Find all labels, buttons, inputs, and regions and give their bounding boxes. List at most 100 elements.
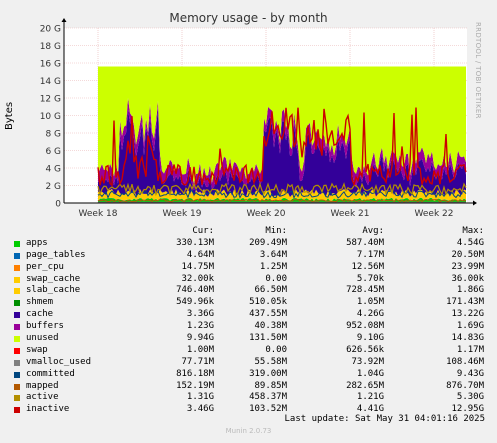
- legend-cur: 746.40M: [176, 285, 214, 296]
- header-max: Max:: [462, 226, 484, 236]
- legend-min: 437.55M: [249, 309, 287, 320]
- line-active: [97, 182, 467, 197]
- area-cache: [98, 107, 466, 198]
- legend-max: 1.86G: [456, 285, 484, 296]
- legend-row-shmem: shmem 549.96k 510.05k 1.05M 171.43M: [12, 297, 492, 309]
- x-tick-label: Week 18: [79, 209, 118, 219]
- y-tick-label: 12 G: [40, 95, 61, 105]
- legend-min: 458.37M: [249, 392, 287, 403]
- legend-cur: 77.71M: [181, 356, 214, 367]
- y-tick-label: 8 G: [45, 130, 61, 140]
- legend-min: 319.00M: [249, 368, 287, 379]
- legend-swatch: [14, 276, 20, 283]
- legend-name: per_cpu: [26, 261, 64, 272]
- legend-avg: 626.56k: [346, 344, 384, 355]
- legend-max: 36.00k: [451, 273, 484, 284]
- legend-min: 89.85M: [254, 380, 287, 391]
- x-axis-arrow: [473, 200, 477, 206]
- legend-max: 4.54G: [456, 237, 484, 248]
- legend-cur: 1.00M: [186, 344, 214, 355]
- legend-min: 131.50M: [249, 333, 287, 344]
- legend-name: swap_cache: [26, 273, 81, 284]
- legend-avg: 1.04G: [356, 368, 384, 379]
- legend-cur: 4.64M: [186, 249, 214, 260]
- legend-swatch: [14, 395, 20, 402]
- y-tick-labels: 0 2 G 4 G 6 G 8 G 10 G 12 G 14 G 16 G 18 G 20 G: [40, 25, 62, 210]
- legend-max: 876.70M: [446, 380, 484, 391]
- legend-cur: 32.00k: [181, 273, 214, 284]
- legend-row-per-cpu: per_cpu 14.75M 1.25M 12.56M 23.99M: [12, 262, 492, 274]
- legend-max: 171.43M: [446, 297, 484, 308]
- legend-row-slab-cache: slab_cache 746.40M 66.50M 728.45M 1.86G: [12, 285, 492, 297]
- legend-min: 40.38M: [254, 321, 287, 332]
- legend-min: 0.00: [265, 273, 287, 284]
- legend-avg: 4.26G: [356, 309, 384, 320]
- legend-row-active: active 1.31G 458.37M 1.21G 5.30G: [12, 392, 492, 404]
- legend-swatch: [14, 407, 20, 414]
- legend-avg: 282.65M: [346, 380, 384, 391]
- legend-row-cache: cache 3.36G 437.55M 4.26G 13.22G: [12, 309, 492, 321]
- legend-max: 12.95G: [451, 404, 484, 415]
- line-mapped: [97, 198, 467, 203]
- y-tick-label: 0: [55, 200, 61, 210]
- legend-name: inactive: [26, 404, 70, 415]
- legend-swatch: [14, 252, 20, 259]
- legend-cur: 3.46G: [186, 404, 214, 415]
- line-inactive: [97, 107, 467, 188]
- legend-avg: 587.40M: [346, 237, 384, 248]
- legend-cur: 816.18M: [176, 368, 214, 379]
- area-unused: [98, 66, 466, 184]
- x-tick-labels: Week 18 Week 19 Week 20 Week 21 Week 22: [79, 209, 454, 219]
- legend-max: 14.83G: [451, 333, 484, 344]
- legend-avg: 1.05M: [356, 297, 384, 308]
- legend-swatch: [14, 336, 20, 343]
- legend-max: 1.17M: [456, 344, 484, 355]
- legend-avg: 73.92M: [351, 356, 384, 367]
- y-tick-label: 10 G: [40, 112, 61, 122]
- legend-row-swap: swap 1.00M 0.00 626.56k 1.17M: [12, 345, 492, 357]
- legend-min: 0.00: [265, 344, 287, 355]
- legend-avg: 4.41G: [356, 404, 384, 415]
- legend-swatch: [14, 371, 20, 378]
- legend-name: swap: [26, 344, 48, 355]
- legend-name: unused: [26, 333, 59, 344]
- legend-name: shmem: [26, 297, 54, 308]
- legend-cur: 14.75M: [181, 261, 214, 272]
- x-tick-label: Week 22: [415, 209, 454, 219]
- y-tick-label: 20 G: [40, 25, 61, 35]
- legend-min: 510.05k: [249, 297, 287, 308]
- legend-swatch: [14, 324, 20, 331]
- legend-avg: 728.45M: [346, 285, 384, 296]
- header-cur: Cur:: [192, 226, 214, 236]
- stacked-areas: [97, 66, 467, 203]
- legend-row-inactive: inactive 3.46G 103.52M 4.41G 12.95G: [12, 404, 492, 416]
- legend-name: buffers: [26, 321, 64, 332]
- legend-min: 103.52M: [249, 404, 287, 415]
- legend-avg: 952.08M: [346, 321, 384, 332]
- legend-name: slab_cache: [26, 285, 81, 296]
- y-tick-label: 16 G: [40, 60, 61, 70]
- legend-name: page_tables: [26, 249, 86, 260]
- legend-row-page-tables: page_tables 4.64M 3.64M 7.17M 20.50M: [12, 250, 492, 262]
- x-tick-label: Week 19: [163, 209, 202, 219]
- legend-row-unused: unused 9.94G 131.50M 9.10G 14.83G: [12, 333, 492, 345]
- legend-avg: 5.70k: [356, 273, 384, 284]
- legend-swatch: [14, 347, 20, 354]
- legend-min: 3.64M: [259, 249, 287, 260]
- legend-name: active: [26, 392, 59, 403]
- legend-name: apps: [26, 237, 48, 248]
- legend-cur: 549.96k: [176, 297, 214, 308]
- legend-max: 1.69G: [456, 321, 484, 332]
- legend-max: 108.46M: [446, 356, 484, 367]
- y-tick-label: 4 G: [45, 165, 61, 175]
- legend-cur: 3.36G: [186, 309, 214, 320]
- y-tick-label: 14 G: [40, 77, 61, 87]
- legend-max: 13.22G: [451, 309, 484, 320]
- legend-max: 5.30G: [456, 392, 484, 403]
- header-min: Min:: [265, 226, 287, 236]
- legend-row-swap-cache: swap_cache 32.00k 0.00 5.70k 36.00k: [12, 274, 492, 286]
- line-committed: [97, 189, 467, 200]
- legend-swatch: [14, 264, 20, 271]
- legend-row-buffers: buffers 1.23G 40.38M 952.08M 1.69G: [12, 321, 492, 333]
- legend-swatch: [14, 312, 20, 319]
